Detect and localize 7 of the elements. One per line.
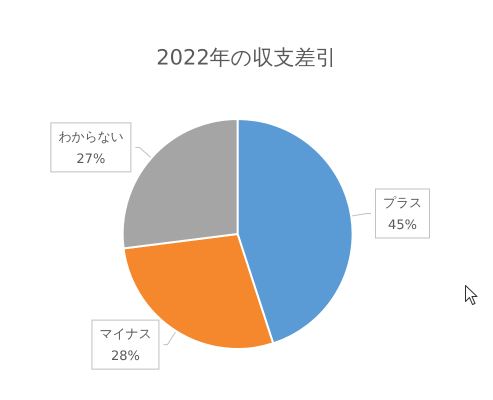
slice-label: マイナス [99, 327, 152, 342]
slice-label: プラス [383, 196, 422, 212]
chart-title: 2022年の収支差引 [156, 46, 337, 70]
data-label: 27% [76, 152, 106, 167]
data-label: 45% [388, 218, 417, 234]
data-label: 28% [110, 349, 140, 364]
slice-label: わからない [58, 130, 124, 145]
